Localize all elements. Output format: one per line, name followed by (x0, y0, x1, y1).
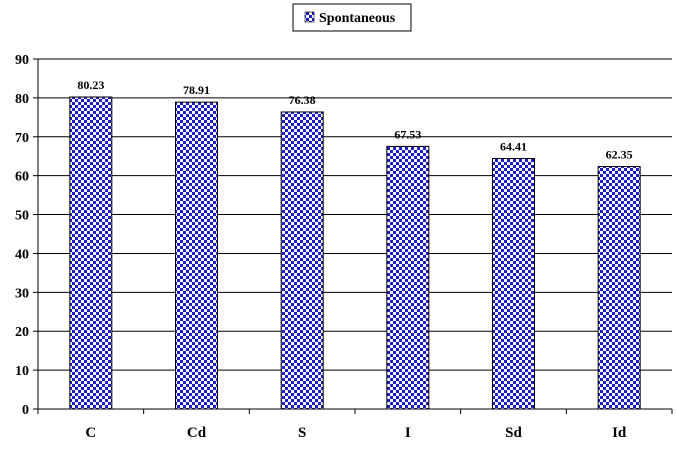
data-label: 76.38 (289, 93, 316, 107)
data-label: 67.53 (394, 127, 421, 141)
x-tick-label: Sd (505, 425, 522, 441)
x-tick-label: I (405, 425, 411, 441)
data-label: 78.91 (183, 83, 210, 97)
bar-sd (492, 158, 535, 410)
x-axis: C Cd S I Sd Id (37, 408, 673, 441)
y-tick-label: 20 (15, 325, 29, 340)
legend-swatch (304, 11, 315, 23)
y-tick-label: 80 (15, 92, 29, 107)
gridlines (38, 58, 672, 371)
bar-c (69, 96, 113, 410)
data-label: 80.23 (77, 78, 104, 92)
data-label: 64.41 (500, 140, 527, 154)
y-tick-label: 90 (15, 53, 29, 68)
data-label: 62.35 (606, 148, 633, 162)
y-tick-label: 10 (15, 364, 29, 379)
y-tick-label: 30 (15, 286, 29, 301)
bar-series (69, 96, 641, 410)
legend: Spontaneous (292, 3, 412, 32)
x-tick-label: Id (612, 425, 627, 441)
legend-label: Spontaneous (319, 11, 396, 26)
bar-s (280, 111, 324, 410)
y-tick-label: 70 (15, 131, 29, 146)
data-labels: 80.23 78.91 76.38 67.53 64.41 62.35 (77, 78, 632, 162)
y-tick-label: 50 (15, 209, 29, 224)
bar-id (597, 166, 641, 410)
bar-cd (175, 101, 218, 410)
y-tick-label: 40 (15, 247, 29, 262)
bar-i (386, 145, 430, 410)
x-tick-label: C (85, 425, 96, 441)
y-tick-label: 0 (22, 403, 29, 418)
y-axis: 0 10 20 30 40 50 60 70 80 90 (15, 53, 39, 418)
x-tick-label: S (298, 425, 306, 441)
x-tick-label: Cd (187, 425, 207, 441)
y-tick-label: 60 (15, 170, 29, 185)
